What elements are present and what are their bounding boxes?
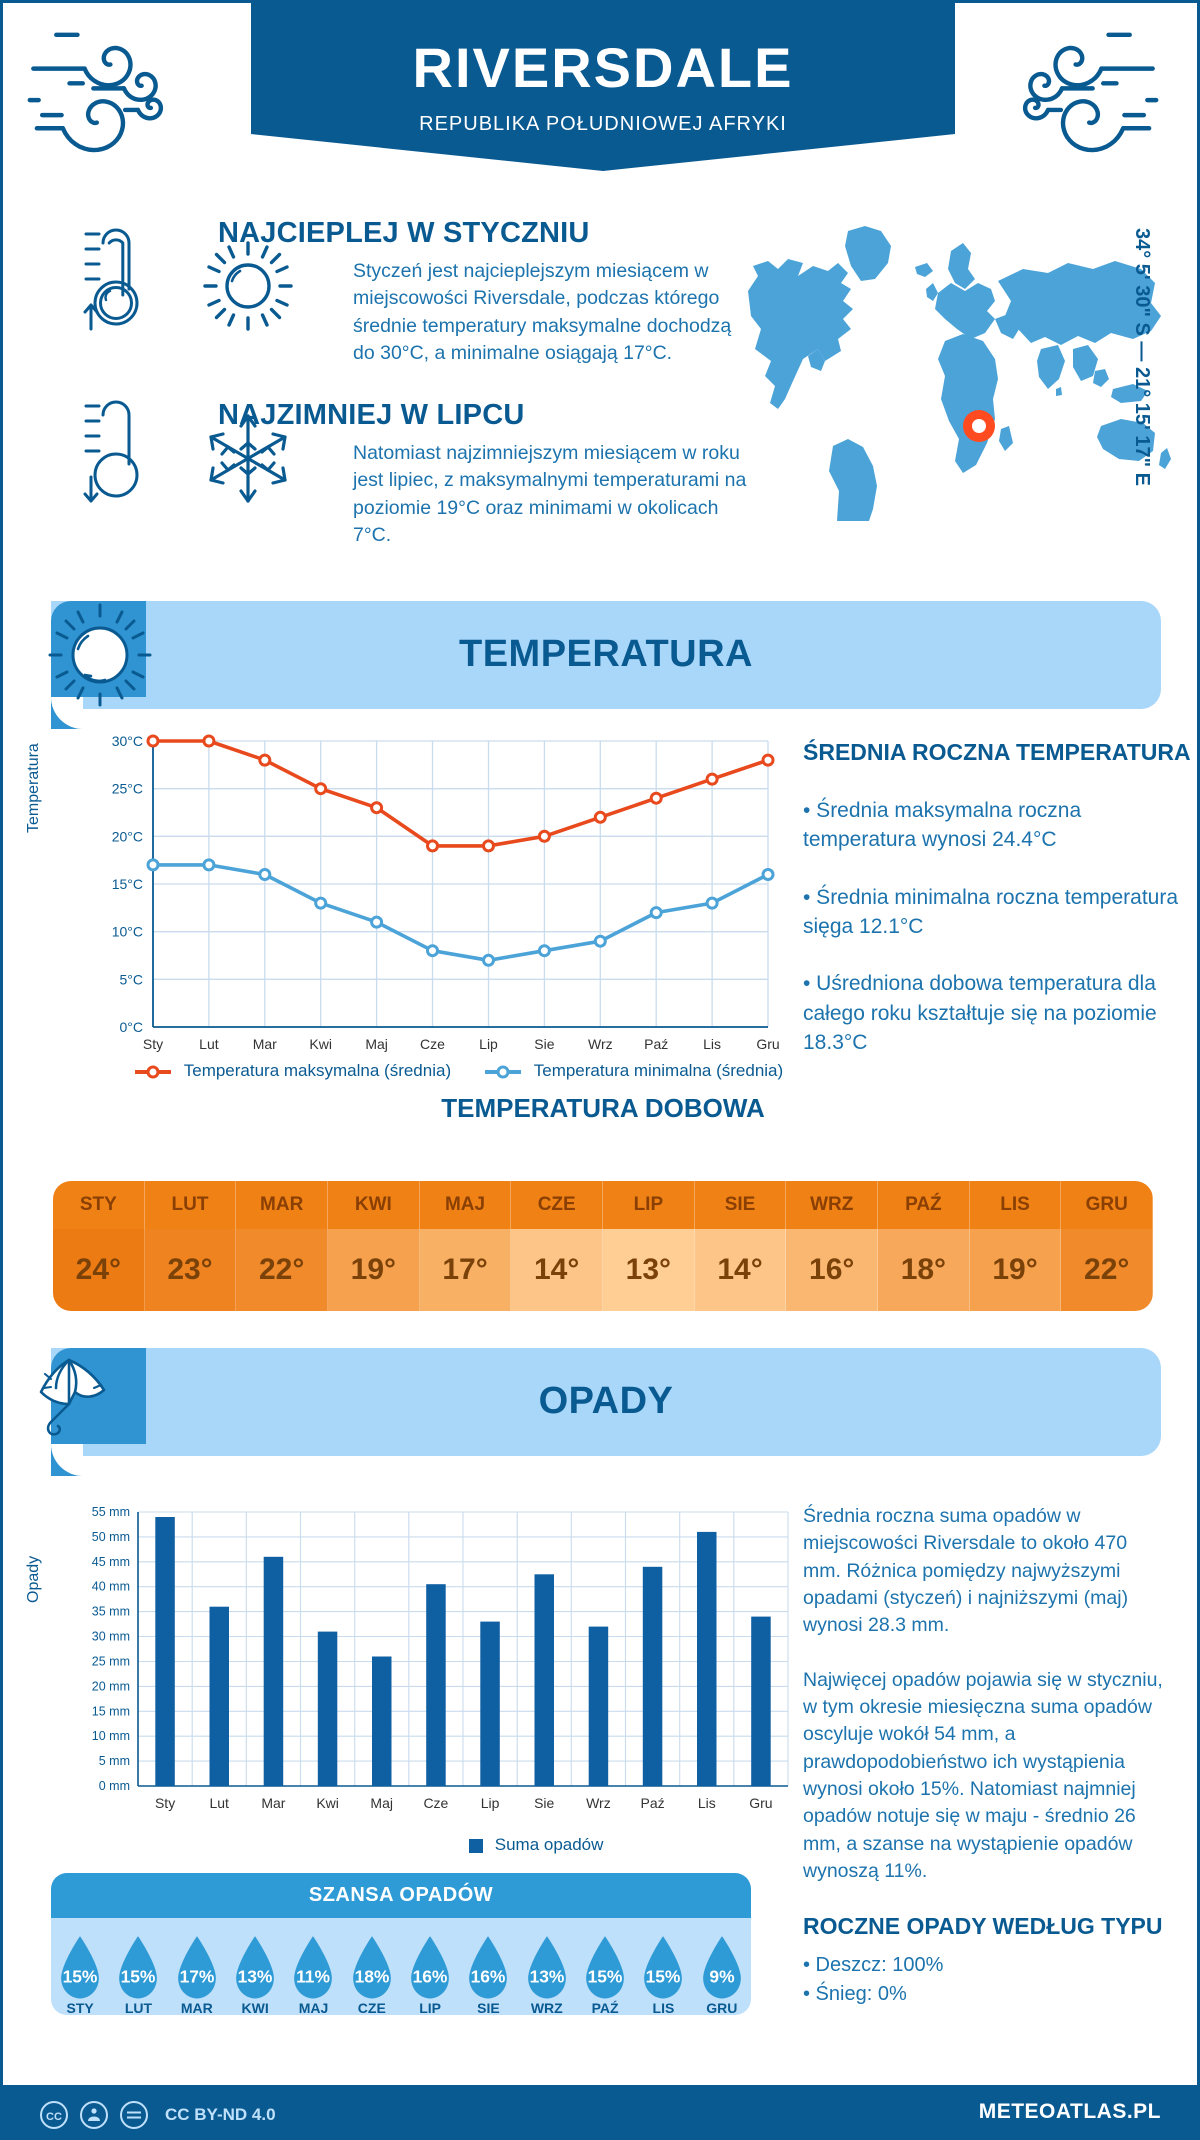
svg-text:40 mm: 40 mm <box>92 1580 130 1594</box>
svg-text:Kwi: Kwi <box>309 1036 332 1052</box>
svg-text:Lip: Lip <box>481 1795 500 1811</box>
svg-text:Gru: Gru <box>749 1795 772 1811</box>
svg-text:Lut: Lut <box>209 1795 229 1811</box>
svg-text:30 mm: 30 mm <box>92 1630 130 1644</box>
svg-text:Wrz: Wrz <box>586 1795 611 1811</box>
svg-text:Paź: Paź <box>641 1795 665 1811</box>
svg-text:25°C: 25°C <box>112 781 143 797</box>
svg-text:17%: 17% <box>179 1967 214 1987</box>
svg-text:Kwi: Kwi <box>316 1795 339 1811</box>
svg-text:25 mm: 25 mm <box>92 1655 130 1669</box>
svg-text:11%: 11% <box>297 1967 331 1987</box>
svg-text:45 mm: 45 mm <box>92 1555 130 1569</box>
svg-text:Maj: Maj <box>370 1795 393 1811</box>
svg-text:20 mm: 20 mm <box>92 1679 130 1693</box>
svg-text:18%: 18% <box>354 1967 389 1987</box>
svg-text:13%: 13% <box>238 1967 273 1987</box>
svg-text:5 mm: 5 mm <box>99 1754 130 1768</box>
svg-text:13%: 13% <box>529 1967 564 1987</box>
svg-text:Sie: Sie <box>534 1795 554 1811</box>
svg-text:15%: 15% <box>121 1967 156 1987</box>
svg-text:15%: 15% <box>63 1967 98 1987</box>
svg-text:Sie: Sie <box>534 1036 554 1052</box>
svg-text:16%: 16% <box>413 1967 448 1987</box>
svg-text:10°C: 10°C <box>112 924 143 940</box>
svg-text:Lut: Lut <box>199 1036 219 1052</box>
svg-text:55 mm: 55 mm <box>92 1506 130 1519</box>
svg-text:10 mm: 10 mm <box>92 1729 130 1743</box>
svg-text:15 mm: 15 mm <box>92 1704 130 1718</box>
svg-text:15%: 15% <box>588 1967 623 1987</box>
svg-text:9%: 9% <box>709 1967 734 1987</box>
svg-text:20°C: 20°C <box>112 828 143 844</box>
svg-text:Mar: Mar <box>253 1036 277 1052</box>
svg-text:15%: 15% <box>646 1967 681 1987</box>
svg-text:50 mm: 50 mm <box>92 1530 130 1544</box>
svg-text:Cze: Cze <box>420 1036 445 1052</box>
svg-text:Sty: Sty <box>143 1036 163 1052</box>
svg-text:Lis: Lis <box>703 1036 721 1052</box>
svg-text:15°C: 15°C <box>112 876 143 892</box>
svg-text:0 mm: 0 mm <box>99 1779 130 1793</box>
svg-text:Gru: Gru <box>756 1036 779 1052</box>
svg-text:35 mm: 35 mm <box>92 1605 130 1619</box>
svg-text:Paź: Paź <box>644 1036 668 1052</box>
svg-text:30°C: 30°C <box>112 733 143 749</box>
svg-text:CC: CC <box>46 2111 62 2123</box>
svg-text:Wrz: Wrz <box>588 1036 613 1052</box>
svg-text:Maj: Maj <box>365 1036 388 1052</box>
svg-text:Sty: Sty <box>155 1795 175 1811</box>
svg-text:Cze: Cze <box>423 1795 448 1811</box>
svg-text:Lis: Lis <box>698 1795 716 1811</box>
svg-text:5°C: 5°C <box>120 971 144 987</box>
svg-text:0°C: 0°C <box>120 1019 144 1035</box>
svg-text:Lip: Lip <box>479 1036 498 1052</box>
svg-text:Mar: Mar <box>261 1795 285 1811</box>
svg-text:16%: 16% <box>471 1967 506 1987</box>
